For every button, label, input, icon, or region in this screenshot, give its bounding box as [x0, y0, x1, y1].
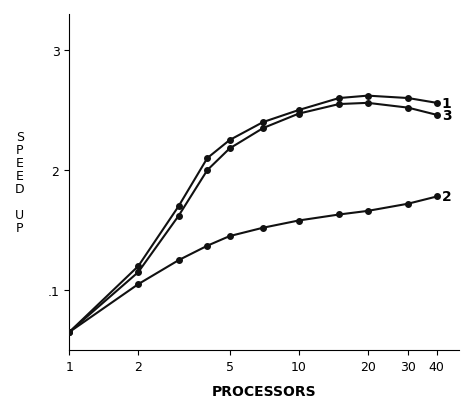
X-axis label: PROCESSORS: PROCESSORS: [212, 384, 317, 398]
Text: 3: 3: [442, 109, 451, 123]
Text: 2: 2: [442, 190, 451, 204]
Text: 1: 1: [442, 97, 451, 111]
Y-axis label: S
P
E
E
D

U
P: S P E E D U P: [15, 131, 25, 235]
